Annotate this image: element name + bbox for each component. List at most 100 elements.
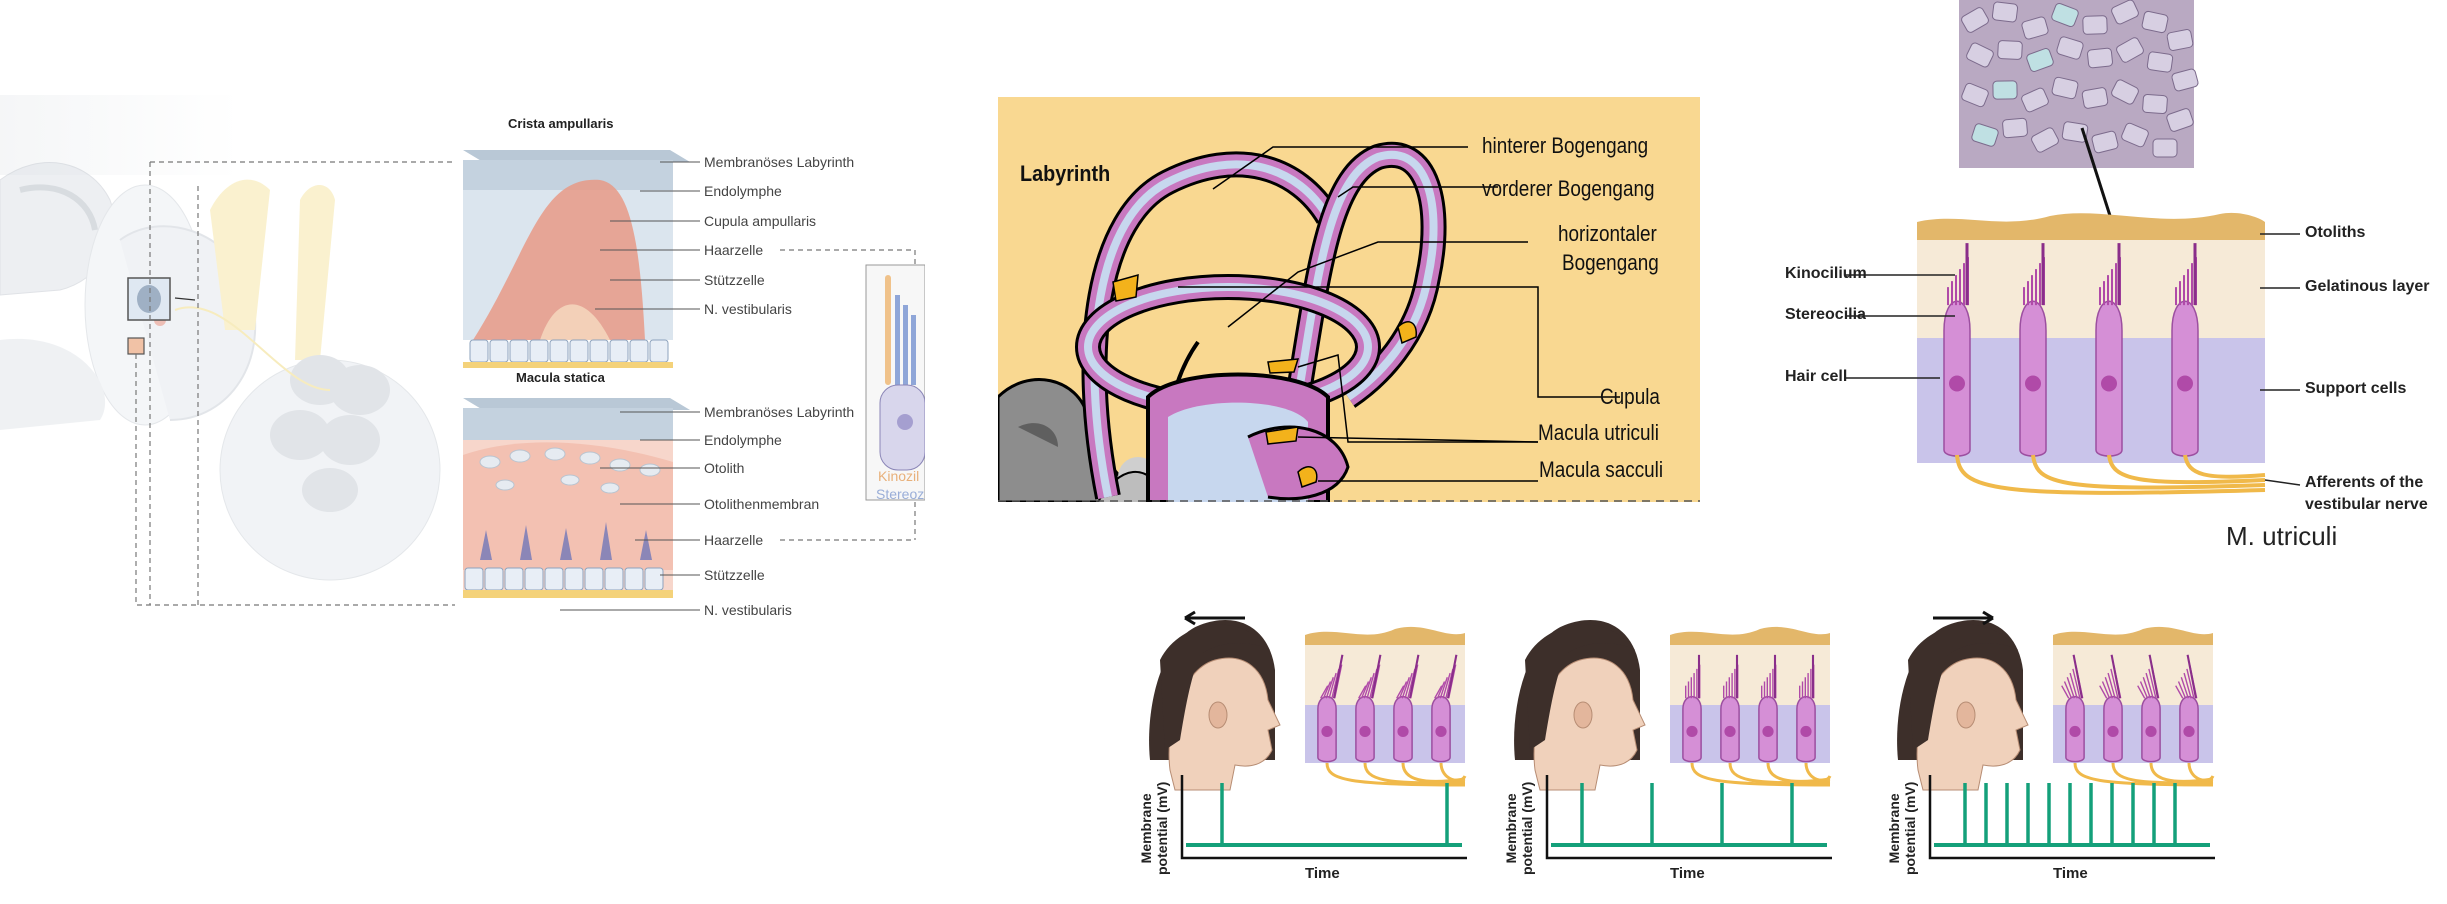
- otolith-crystal: [1992, 80, 2018, 100]
- hair-cell-nucleus: [2069, 725, 2081, 738]
- inner-ear-illustration-panel: Crista ampullaris Membranöses Labyrinth …: [0, 90, 925, 650]
- hair-cell-nucleus: [1724, 725, 1736, 738]
- otolith-crystal: [1966, 42, 1994, 68]
- hair-cell-nucleus: [1800, 725, 1812, 738]
- hair-cell-nucleus: [2025, 375, 2041, 392]
- stereocilium: [1328, 672, 1337, 699]
- macula-title: Macula statica: [516, 370, 605, 385]
- crista-leader-lines: [595, 161, 700, 310]
- stereocilium: [1442, 672, 1451, 699]
- crista-title: Crista ampullaris: [508, 116, 614, 131]
- labyrinth-svg: [998, 141, 1700, 502]
- arrow-left-icon: [1184, 610, 1245, 626]
- stereocilium: [1439, 677, 1448, 699]
- otolith-layer: [1917, 212, 2265, 240]
- stereocilium: [1363, 677, 1372, 699]
- stereocilium: [1436, 681, 1446, 699]
- dashed-connectors: [135, 161, 455, 606]
- stereocilium: [2145, 672, 2154, 699]
- kinocilium: [2186, 654, 2198, 699]
- hair-cell-nucleus: [2177, 375, 2193, 392]
- stereocilium: [2177, 681, 2187, 699]
- kinocilium: [1408, 654, 1420, 699]
- head-tilt-panel-neutral: Membrane potential (mV) Time: [1503, 540, 1835, 900]
- inset-label-stereocilia: Stereoz: [876, 486, 925, 502]
- stereocilium: [1360, 681, 1370, 699]
- y-axis-label-line1: Membrane: [1138, 793, 1154, 864]
- otolith-crystal: [2056, 36, 2084, 60]
- crista-label-membranous-labyrinth: Membranöses Labyrinth: [704, 154, 855, 170]
- otolith-crystal: [2091, 130, 2119, 154]
- y-axis-label-line1: Membrane: [1503, 793, 1519, 864]
- kinocilium: [1370, 654, 1382, 699]
- hair-cell-nucleus: [2107, 725, 2119, 738]
- stereocilium: [2183, 672, 2192, 699]
- macula-label-nerve: N. vestibularis: [704, 602, 792, 618]
- head-tilt-panel-right: Membrane potential (mV) Time: [1886, 540, 2218, 900]
- kinocilium: [2072, 654, 2084, 699]
- otolith-crystal: [2111, 79, 2139, 105]
- utricle-leader-lines: [1845, 233, 2301, 486]
- spike-plot-axes: [1928, 775, 2215, 860]
- inner-ear-svg: [0, 95, 925, 611]
- crista-label-endolymph: Endolymphe: [704, 183, 782, 199]
- x-axis-label-time: Time: [1305, 865, 1340, 882]
- mini-nerve-fibers: [1325, 762, 1467, 787]
- head-profile: [1514, 620, 1646, 791]
- stereocilium: [2104, 677, 2113, 699]
- afferent-nerve-fibers: [1955, 454, 2266, 495]
- y-axis-label: Membrane potential (mV): [1886, 782, 1918, 875]
- stereocilium: [1396, 685, 1405, 699]
- otolith-crystal: [2171, 68, 2199, 92]
- y-axis-label-line2: potential (mV): [1902, 781, 1918, 875]
- labyrinth-title: Labyrinth: [1020, 161, 1111, 186]
- otolith-crystal: [2031, 127, 2059, 153]
- head-tilt-panel-left: Membrane potential (mV) Time: [1138, 540, 1470, 900]
- otolith-crystal: [2087, 47, 2113, 69]
- crista-ampullaris-block: [463, 150, 690, 368]
- macula-label-hair-cell: Haarzelle: [704, 532, 764, 548]
- ear-anatomy: [0, 162, 441, 581]
- label-hair-cell: Hair cell: [1785, 368, 1848, 385]
- head-tilt-svg: [1514, 620, 1832, 860]
- y-axis-label-line2: potential (mV): [1154, 781, 1170, 875]
- crista-label-hair-cell: Haarzelle: [704, 242, 764, 258]
- hair-cell-nucleus: [2101, 375, 2117, 392]
- y-axis-label: Membrane potential (mV): [1503, 782, 1535, 875]
- macula-label-otolith: Otolith: [704, 460, 745, 476]
- hair-cell-nucleus: [1397, 725, 1409, 738]
- hair-cell-nucleus: [1435, 725, 1447, 738]
- y-axis-label-line2: potential (mV): [1519, 781, 1535, 875]
- stereocilium: [2069, 672, 2078, 699]
- stereocilium: [1404, 672, 1413, 699]
- membrane-potential-trace: [1934, 783, 2210, 847]
- stereocilium: [1358, 685, 1367, 699]
- hair-cell-nucleus: [2183, 725, 2195, 738]
- macula-label-otolith-membrane: Otolithenmembran: [704, 496, 820, 512]
- otolith-crystal: [2146, 51, 2174, 73]
- stereocilium: [2186, 668, 2195, 699]
- label-anterior-canal: vorderer Bogengang: [1482, 176, 1655, 201]
- y-axis-label: Membrane potential (mV): [1138, 782, 1170, 875]
- otolith-crystal: [2021, 16, 2049, 40]
- label-gelatinous-layer: Gelatinous layer: [2305, 278, 2430, 295]
- crista-label-support-cell: Stützzelle: [704, 272, 765, 288]
- hair-cell-nucleus: [1762, 725, 1774, 738]
- stereocilium: [2139, 681, 2149, 699]
- stereocilium: [1320, 685, 1329, 699]
- otolith-crystal: [1971, 123, 1999, 147]
- label-kinocilium: Kinocilium: [1785, 265, 1867, 282]
- stereocilium: [2072, 668, 2081, 699]
- inset-label-kinocilium: Kinozil: [878, 468, 920, 484]
- otolith-crystal: [1961, 7, 1989, 33]
- label-posterior-canal: hinterer Bogengang: [1482, 133, 1649, 158]
- spike-plot-axes: [1180, 775, 1467, 860]
- y-axis-label-line1: Membrane: [1886, 793, 1902, 864]
- hair-cell-nucleus: [1321, 725, 1333, 738]
- otolith-crystal: [2082, 15, 2108, 35]
- otolith-crystal: [2021, 87, 2049, 113]
- crista-label-nerve: N. vestibularis: [704, 301, 792, 317]
- label-horizontal-canal-line1: horizontaler: [1558, 221, 1657, 246]
- macula-label-endolymph: Endolymphe: [704, 432, 782, 448]
- stereocilium: [2101, 681, 2111, 699]
